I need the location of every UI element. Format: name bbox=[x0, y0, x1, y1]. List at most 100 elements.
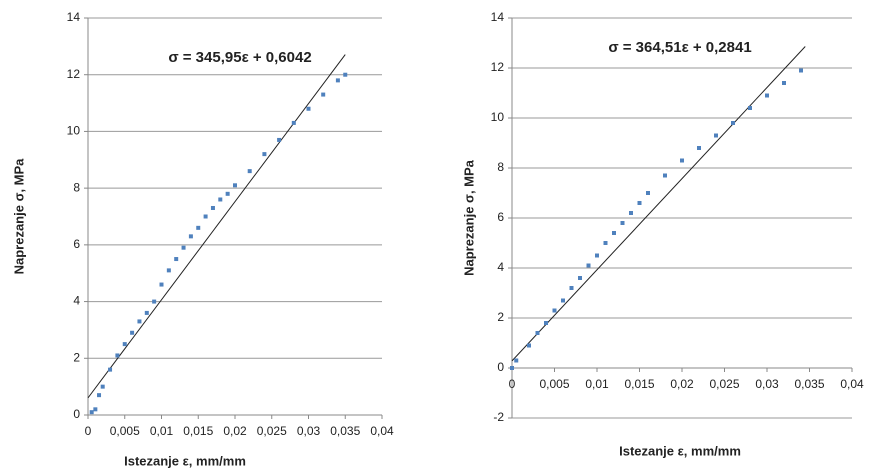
point bbox=[277, 137, 282, 142]
point bbox=[225, 191, 230, 196]
point bbox=[262, 152, 267, 157]
x-tick-label: 0,025 bbox=[257, 424, 287, 438]
y-tick-label: 8 bbox=[497, 160, 504, 174]
point bbox=[765, 93, 769, 98]
point bbox=[646, 191, 650, 195]
trendline bbox=[87, 54, 346, 399]
point bbox=[291, 120, 296, 125]
point bbox=[233, 183, 237, 188]
point bbox=[782, 81, 786, 85]
y-tick-label: 6 bbox=[497, 210, 504, 224]
point bbox=[552, 308, 557, 313]
point bbox=[93, 407, 98, 412]
x-tick-label: 0,005 bbox=[539, 377, 569, 391]
point bbox=[561, 298, 565, 303]
y-tick-label: 0 bbox=[73, 407, 80, 421]
point bbox=[578, 276, 582, 280]
point bbox=[514, 358, 519, 363]
point bbox=[137, 319, 142, 324]
x-tick-label: 0,02 bbox=[670, 377, 694, 391]
point bbox=[247, 169, 252, 174]
point bbox=[731, 121, 735, 125]
point bbox=[620, 221, 625, 225]
equation: σ = 364,51ε + 0,2841 bbox=[608, 39, 751, 56]
point bbox=[97, 393, 102, 398]
x-tick-label: 0,03 bbox=[297, 424, 321, 438]
x-tick-label: 0,03 bbox=[755, 377, 779, 391]
point bbox=[603, 241, 608, 245]
y-tick-label: 2 bbox=[73, 350, 80, 364]
point bbox=[569, 286, 574, 290]
point bbox=[595, 253, 599, 258]
x-tick-label: 0,04 bbox=[370, 424, 394, 438]
y-tick-label: 2 bbox=[497, 310, 504, 324]
x-tick-label: 0,035 bbox=[794, 377, 824, 391]
y-tick-label: 4 bbox=[497, 260, 504, 274]
point bbox=[629, 211, 633, 215]
point bbox=[210, 205, 215, 210]
point bbox=[100, 384, 105, 389]
point bbox=[115, 353, 120, 358]
x-tick-label: 0,025 bbox=[709, 377, 739, 391]
point bbox=[799, 68, 803, 73]
y-tick-label: 4 bbox=[73, 294, 80, 308]
x-axis-title: Istezanje ε, mm/mm bbox=[124, 453, 246, 468]
y-tick-label: 12 bbox=[491, 60, 505, 74]
point bbox=[122, 342, 127, 347]
point bbox=[174, 257, 179, 262]
y-tick-label: 14 bbox=[491, 10, 505, 24]
equation: σ = 345,95ε + 0,6042 bbox=[168, 49, 311, 66]
y-axis-title: Naprezanje σ, MPa bbox=[11, 158, 26, 275]
point bbox=[535, 331, 540, 335]
y-tick-label: 10 bbox=[491, 110, 505, 124]
point bbox=[306, 106, 311, 111]
point bbox=[108, 367, 113, 372]
x-tick-label: 0,015 bbox=[183, 424, 213, 438]
point bbox=[586, 263, 591, 268]
point bbox=[130, 330, 135, 335]
y-tick-label: 12 bbox=[67, 67, 81, 81]
x-tick-label: 0,01 bbox=[150, 424, 174, 438]
point bbox=[152, 299, 157, 304]
y-tick-label: -2 bbox=[493, 410, 504, 424]
point bbox=[203, 214, 208, 219]
point bbox=[159, 282, 164, 287]
y-tick-label: 6 bbox=[73, 237, 80, 251]
point bbox=[188, 234, 193, 239]
point bbox=[335, 78, 340, 83]
point bbox=[697, 146, 701, 150]
point bbox=[144, 310, 149, 315]
point bbox=[510, 366, 514, 370]
point bbox=[343, 72, 348, 77]
y-tick-label: 0 bbox=[497, 360, 504, 374]
point bbox=[714, 133, 718, 138]
point bbox=[663, 173, 667, 178]
point bbox=[218, 197, 223, 202]
x-tick-label: 0,035 bbox=[330, 424, 360, 438]
trendline bbox=[511, 46, 806, 362]
point bbox=[680, 158, 684, 163]
y-axis-title: Naprezanje σ, MPa bbox=[461, 159, 476, 276]
y-tick-label: 8 bbox=[73, 180, 80, 194]
point bbox=[527, 343, 531, 348]
x-axis-title: Istezanje ε, mm/mm bbox=[619, 443, 741, 458]
point bbox=[637, 201, 642, 205]
point bbox=[181, 245, 186, 250]
x-tick-label: 0,02 bbox=[223, 424, 247, 438]
point bbox=[89, 410, 94, 415]
point bbox=[544, 321, 548, 325]
point bbox=[612, 231, 616, 235]
y-tick-label: 14 bbox=[67, 10, 81, 24]
point bbox=[748, 106, 752, 110]
point bbox=[166, 268, 171, 273]
point bbox=[321, 92, 326, 97]
x-tick-label: 0,01 bbox=[585, 377, 609, 391]
x-tick-label: 0 bbox=[509, 377, 516, 391]
point bbox=[196, 225, 201, 230]
x-tick-label: 0,04 bbox=[840, 377, 864, 391]
x-tick-label: 0,015 bbox=[624, 377, 654, 391]
y-tick-label: 10 bbox=[67, 124, 81, 138]
x-tick-label: 0,005 bbox=[110, 424, 140, 438]
x-tick-label: 0 bbox=[85, 424, 92, 438]
